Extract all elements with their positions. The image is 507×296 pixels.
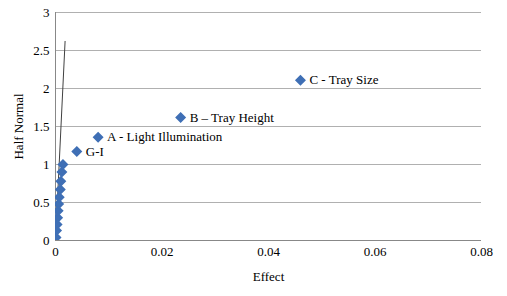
svg-text:C - Tray Size: C - Tray Size (309, 72, 378, 87)
svg-text:0.06: 0.06 (364, 244, 387, 259)
svg-text:1: 1 (43, 157, 50, 172)
svg-text:Half Normal: Half Normal (11, 93, 26, 159)
svg-text:0.02: 0.02 (151, 244, 174, 259)
svg-text:3: 3 (43, 5, 50, 20)
svg-text:0.5: 0.5 (33, 195, 49, 210)
svg-text:2: 2 (43, 81, 50, 96)
svg-text:1.5: 1.5 (33, 119, 49, 134)
svg-text:Effect: Effect (253, 269, 285, 284)
svg-text:0.08: 0.08 (470, 244, 493, 259)
svg-text:B – Tray Height: B – Tray Height (190, 110, 275, 125)
svg-text:A - Light Illumination: A - Light Illumination (107, 129, 223, 144)
svg-text:0: 0 (43, 233, 50, 248)
svg-text:0: 0 (52, 244, 59, 259)
svg-text:0.04: 0.04 (257, 244, 280, 259)
svg-text:2.5: 2.5 (33, 43, 49, 58)
svg-text:G-I: G-I (86, 144, 104, 159)
